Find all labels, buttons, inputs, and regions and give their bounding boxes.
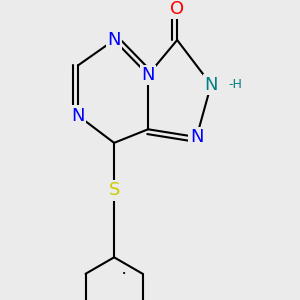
Text: N: N [71,107,85,125]
Text: O: O [170,0,184,18]
Text: -H: -H [229,78,242,91]
Text: N: N [190,128,203,146]
Text: N: N [204,76,218,94]
Text: N: N [141,66,155,84]
Text: S: S [108,182,120,200]
Text: N: N [107,31,121,49]
